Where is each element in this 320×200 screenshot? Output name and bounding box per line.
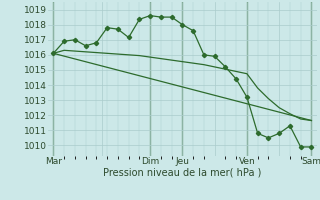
X-axis label: Pression niveau de la mer( hPa ): Pression niveau de la mer( hPa ) bbox=[103, 168, 261, 178]
